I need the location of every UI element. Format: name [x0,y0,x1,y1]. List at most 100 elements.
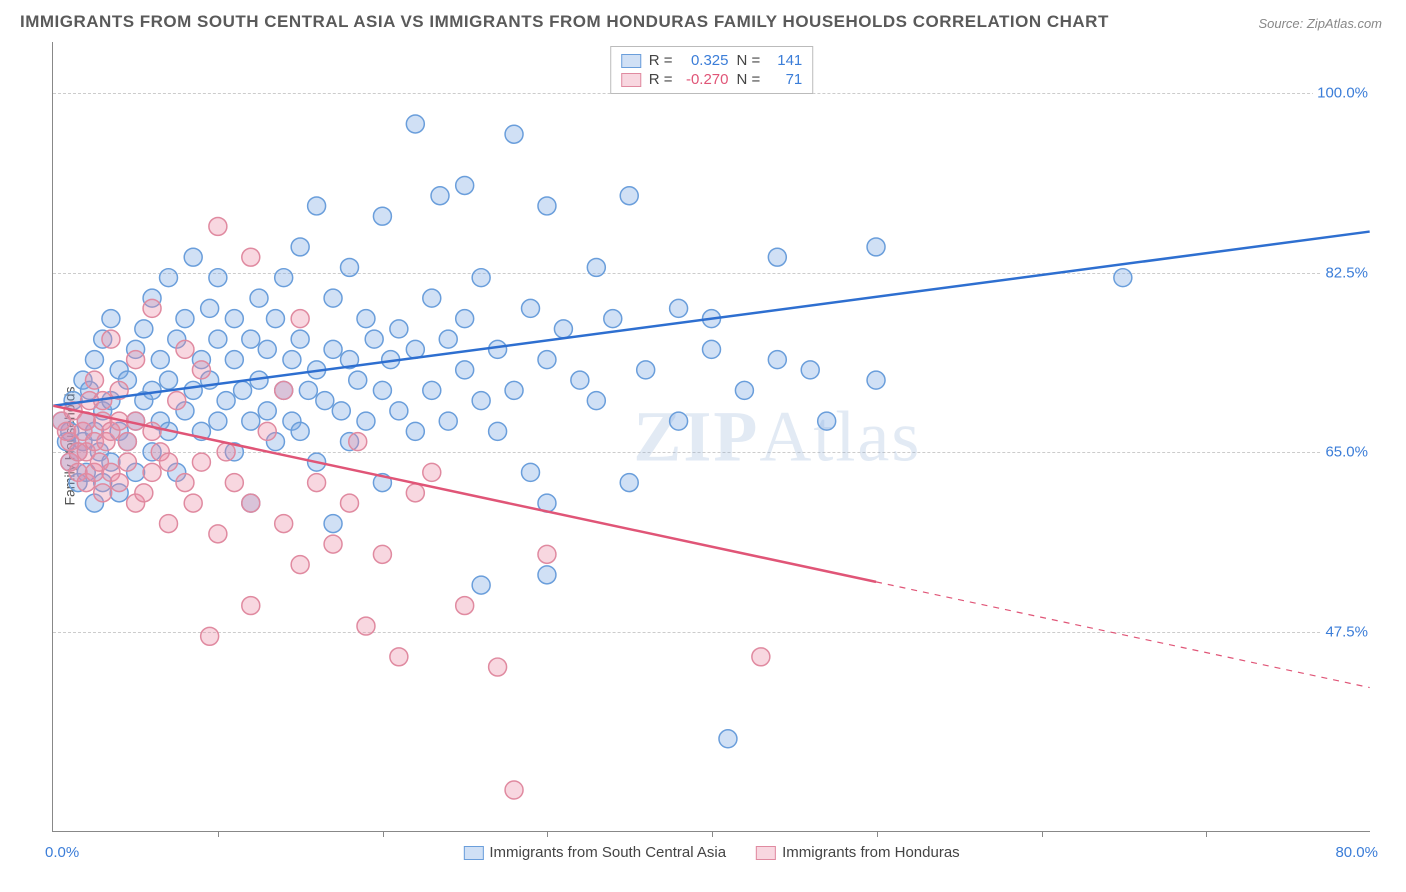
r-label: R = [649,71,673,88]
scatter-point [456,176,474,194]
scatter-point [201,299,219,317]
scatter-point [324,289,342,307]
scatter-point [160,515,178,533]
x-tick [218,831,219,837]
scatter-point [184,248,202,266]
scatter-point [176,310,194,328]
trend-line-extrapolated [876,582,1370,688]
trend-line [53,406,876,582]
scatter-point [225,351,243,369]
scatter-point [266,310,284,328]
scatter-point [275,381,293,399]
scatter-point [587,258,605,276]
scatter-point [299,381,317,399]
scatter-point [242,412,260,430]
chart-title: IMMIGRANTS FROM SOUTH CENTRAL ASIA VS IM… [20,12,1109,32]
scatter-point [390,320,408,338]
x-tick [877,831,878,837]
legend-label-hon: Immigrants from Honduras [782,844,960,861]
scatter-point [324,340,342,358]
series-legend: Immigrants from South Central Asia Immig… [463,844,959,861]
scatter-point [505,781,523,799]
scatter-point [209,330,227,348]
scatter-point [1114,269,1132,287]
scatter-point [242,597,260,615]
scatter-point [250,289,268,307]
scatter-point [283,351,301,369]
scatter-point [209,412,227,430]
scatter-point [719,730,737,748]
x-tick [1042,831,1043,837]
scatter-point [258,340,276,358]
x-tick [547,831,548,837]
x-axis-min-label: 0.0% [45,844,79,861]
scatter-point [135,320,153,338]
scatter-point [538,197,556,215]
swatch-hon [621,73,641,87]
scatter-point [489,422,507,440]
scatter-point [184,494,202,512]
scatter-point [472,576,490,594]
scatter-point [242,330,260,348]
scatter-point [209,269,227,287]
scatter-point [102,310,120,328]
chart-plot-area: ZIPAtlas R = 0.325 N = 141 R = -0.270 N … [52,42,1370,832]
scatter-point [151,351,169,369]
scatter-point [867,371,885,389]
scatter-point [118,453,136,471]
scatter-point [489,340,507,358]
scatter-point [357,412,375,430]
scatter-point [505,381,523,399]
scatter-point [439,330,457,348]
scatter-point [110,474,128,492]
scatter-point [406,340,424,358]
scatter-point [258,422,276,440]
scatter-point [406,484,424,502]
n-value-sca: 141 [768,52,802,69]
scatter-point [867,238,885,256]
x-tick [1206,831,1207,837]
scatter-point [620,187,638,205]
scatter-point [258,402,276,420]
n-label: N = [737,71,761,88]
scatter-point [143,463,161,481]
scatter-point [308,197,326,215]
scatter-point [456,361,474,379]
scatter-point [143,381,161,399]
scatter-point [118,433,136,451]
scatter-point [324,515,342,533]
scatter-point [406,422,424,440]
scatter-point [357,310,375,328]
swatch-sca [621,54,641,68]
r-value-sca: 0.325 [681,52,729,69]
scatter-point [291,422,309,440]
scatter-point [472,269,490,287]
scatter-point [143,299,161,317]
legend-row-hon: R = -0.270 N = 71 [621,70,803,89]
x-tick [383,831,384,837]
x-axis-max-label: 80.0% [1335,844,1378,861]
scatter-point [456,310,474,328]
scatter-point [365,330,383,348]
scatter-point [275,269,293,287]
scatter-point [373,381,391,399]
scatter-point [538,351,556,369]
scatter-point [703,340,721,358]
scatter-point [670,412,688,430]
legend-item-hon: Immigrants from Honduras [756,844,960,861]
scatter-point [308,474,326,492]
scatter-point [406,115,424,133]
scatter-point [217,443,235,461]
scatter-point [423,463,441,481]
n-value-hon: 71 [768,71,802,88]
scatter-point [456,597,474,615]
scatter-point [571,371,589,389]
scatter-point [349,433,367,451]
scatter-point [373,545,391,563]
scatter-point [801,361,819,379]
swatch-sca-bottom [463,846,483,860]
scatter-point [176,474,194,492]
scatter-point [341,258,359,276]
scatter-point [160,453,178,471]
scatter-point [505,125,523,143]
